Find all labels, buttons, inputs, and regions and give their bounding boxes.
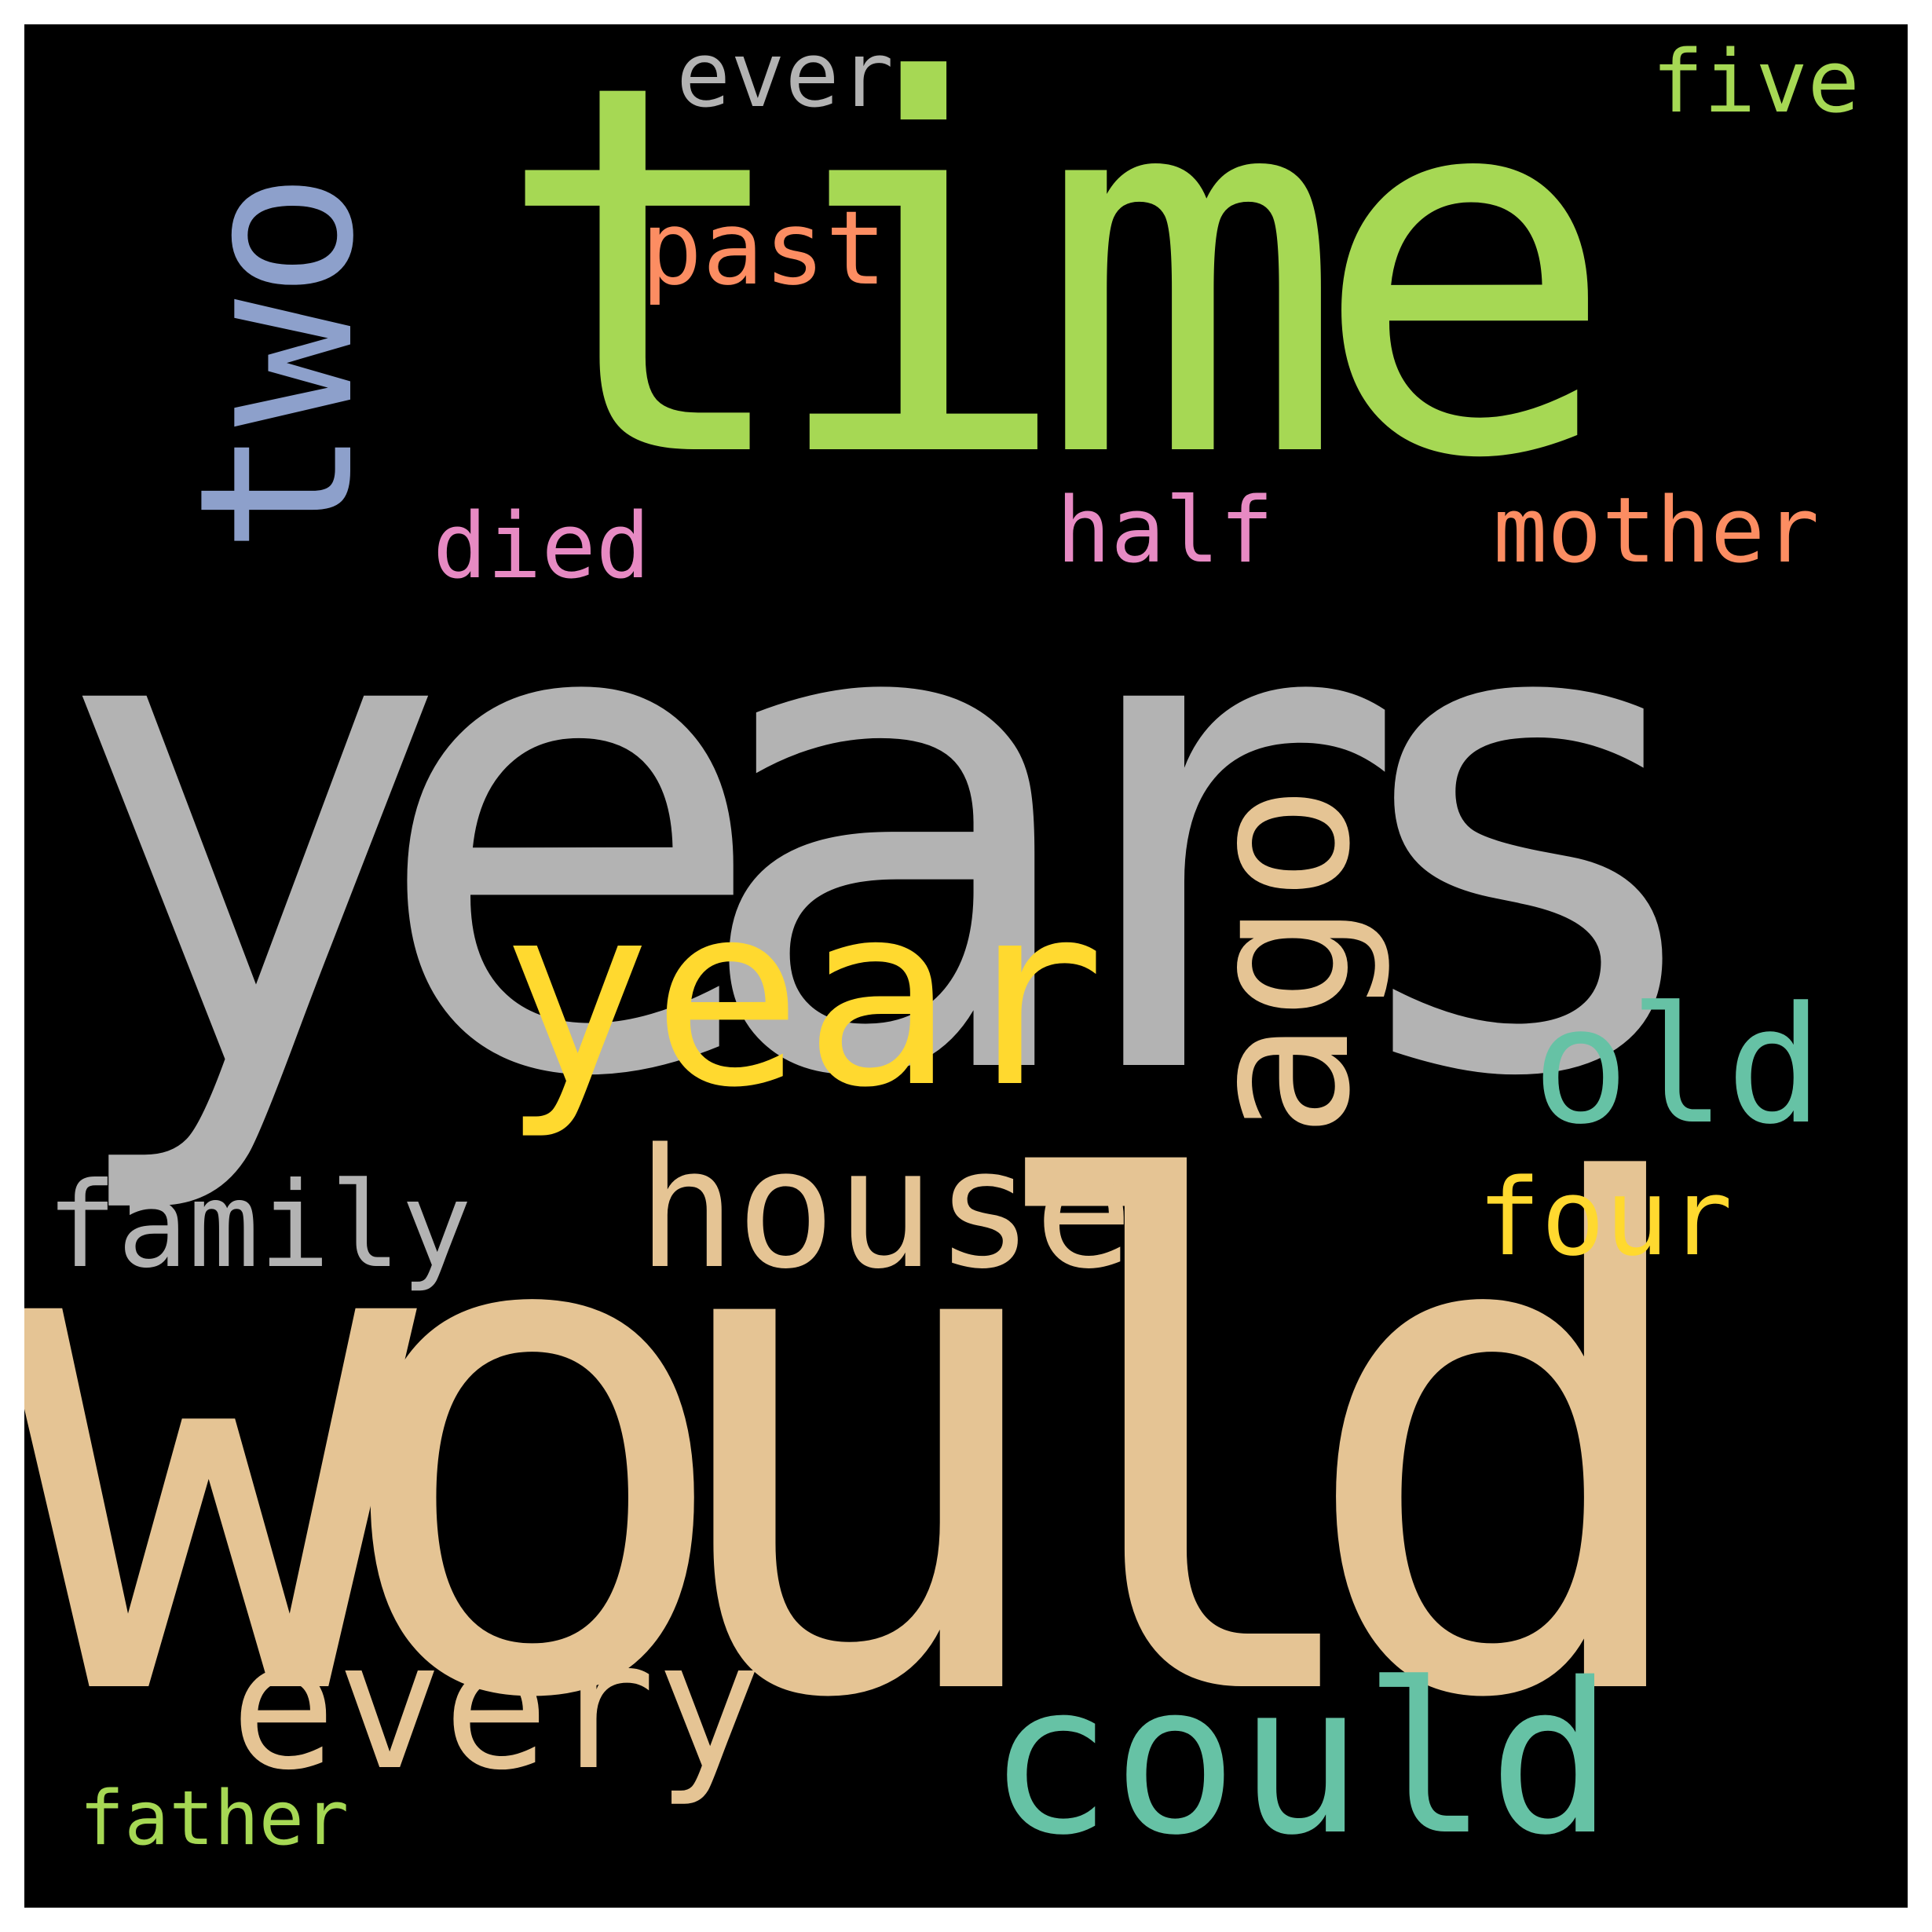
word-four: four [1477,1156,1733,1279]
word-cloud-canvas: years time would two ago year old house … [24,24,1908,1908]
word-could: could [987,1639,1614,1881]
word-ever: ever [676,24,894,128]
word-two: two [153,171,401,554]
word-half: half [1056,478,1274,584]
word-would: would [24,1045,1711,1850]
word-ago: ago [1165,784,1393,1139]
word-mother: mother [1493,478,1820,584]
word-every: every [230,1604,763,1809]
word-past: past [641,188,887,308]
word-father: father [79,1776,349,1862]
word-house: house [637,1113,1134,1305]
word-old: old [1532,973,1824,1160]
word-family: family [46,1158,472,1294]
word-time: time [492,24,1618,570]
word-years: years [48,438,1729,1224]
word-five: five [1652,31,1860,132]
word-year: year [500,851,1106,1143]
word-died: died [433,494,650,599]
